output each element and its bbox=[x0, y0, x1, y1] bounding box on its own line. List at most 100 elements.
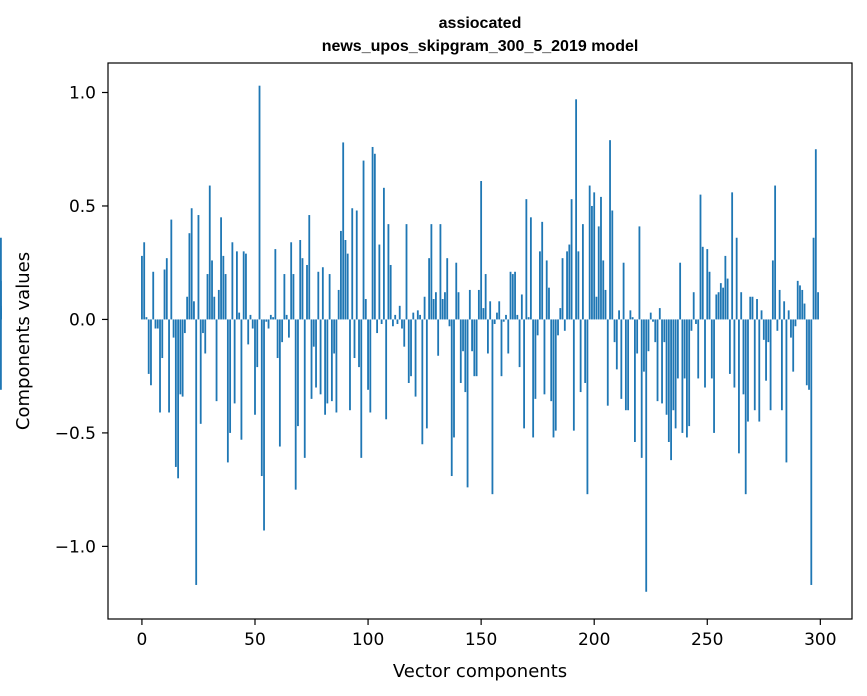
bar-92 bbox=[349, 319, 351, 411]
x-tick-label-300: 300 bbox=[804, 630, 836, 650]
bar-27 bbox=[202, 319, 204, 334]
bar-266 bbox=[742, 319, 745, 395]
bar-72 bbox=[303, 319, 306, 458]
bar-136 bbox=[448, 319, 451, 327]
bar-96 bbox=[358, 319, 360, 368]
bar-178 bbox=[543, 319, 546, 395]
bar-147 bbox=[473, 319, 476, 377]
bar-8 bbox=[159, 319, 161, 413]
bar-159 bbox=[500, 319, 503, 377]
bar-21 bbox=[188, 233, 191, 320]
bar-84 bbox=[330, 319, 333, 402]
bar-293 bbox=[803, 303, 806, 320]
y-tick-label-0: −1.0 bbox=[55, 537, 96, 557]
bar-133 bbox=[441, 299, 444, 320]
bar-243 bbox=[690, 319, 693, 331]
bar-285 bbox=[785, 319, 788, 463]
bar-253 bbox=[713, 319, 715, 433]
bar-122 bbox=[416, 310, 419, 320]
y-tick-label-4: 1.0 bbox=[69, 84, 96, 104]
bar-78 bbox=[317, 271, 320, 320]
bar-101 bbox=[369, 319, 372, 413]
bar-42 bbox=[236, 251, 238, 320]
bar-1 bbox=[143, 242, 146, 320]
bar-74 bbox=[308, 215, 311, 320]
bar-276 bbox=[765, 319, 767, 381]
bar-51 bbox=[256, 319, 259, 368]
bar-20 bbox=[186, 296, 189, 320]
bar-222 bbox=[643, 319, 645, 372]
bar-241 bbox=[686, 319, 688, 438]
bar-99 bbox=[364, 299, 367, 320]
bar-235 bbox=[672, 319, 675, 411]
bar-268 bbox=[747, 319, 749, 422]
bar-185 bbox=[559, 308, 562, 320]
bar-215 bbox=[627, 319, 630, 411]
bar-88 bbox=[340, 230, 342, 320]
bar-68 bbox=[294, 319, 297, 490]
bar-278 bbox=[769, 319, 772, 411]
bar-291 bbox=[799, 285, 801, 320]
bar-93 bbox=[351, 208, 354, 320]
bar-144 bbox=[466, 319, 469, 488]
bar-225 bbox=[649, 312, 652, 320]
bar-193 bbox=[577, 251, 580, 320]
bar-224 bbox=[647, 319, 650, 352]
bar-54 bbox=[263, 319, 265, 531]
x-axis: 0 50 100 150 200 250 300 bbox=[137, 619, 837, 650]
y-tick-label-3: 0.5 bbox=[69, 197, 96, 217]
bar-77 bbox=[315, 319, 317, 388]
plot-frame bbox=[107, 62, 853, 620]
bar-85 bbox=[333, 319, 336, 354]
bar-156 bbox=[493, 319, 496, 324]
bar-143 bbox=[464, 319, 467, 393]
bar-127 bbox=[428, 258, 431, 320]
bar-30 bbox=[208, 185, 211, 320]
bar-90 bbox=[344, 240, 347, 320]
bar-271 bbox=[753, 319, 756, 411]
bar-148 bbox=[475, 319, 478, 377]
bar-75 bbox=[310, 319, 313, 399]
bar-205 bbox=[604, 289, 607, 320]
bar-298 bbox=[814, 149, 817, 320]
bar-146 bbox=[471, 319, 473, 352]
bar-296 bbox=[810, 319, 813, 585]
bar-206 bbox=[606, 319, 609, 406]
bar-50 bbox=[254, 319, 256, 415]
bar-112 bbox=[394, 314, 397, 320]
bar-288 bbox=[792, 319, 795, 372]
bar-259 bbox=[726, 278, 729, 320]
bar-269 bbox=[749, 296, 752, 320]
bar-0 bbox=[141, 255, 143, 320]
bar-76 bbox=[312, 319, 315, 347]
bar-69 bbox=[297, 319, 299, 427]
bar-214 bbox=[624, 319, 627, 411]
bar-292 bbox=[801, 289, 804, 320]
bar-102 bbox=[371, 146, 374, 320]
chart-title-line-1: assiocated bbox=[439, 15, 522, 32]
bar-98 bbox=[362, 160, 365, 320]
bar-240 bbox=[683, 319, 686, 379]
bar-118 bbox=[407, 319, 410, 383]
bar-59 bbox=[274, 249, 277, 320]
bar-95 bbox=[355, 210, 358, 320]
bar-153 bbox=[487, 319, 489, 354]
bar-182 bbox=[552, 319, 555, 438]
bar-169 bbox=[523, 319, 525, 429]
bar-194 bbox=[579, 319, 582, 393]
y-axis: −1.0 −0.5 0.0 0.5 1.0 bbox=[55, 84, 108, 557]
bar-130 bbox=[435, 292, 437, 320]
bar-124 bbox=[421, 319, 424, 445]
chart-title-line-2: news_upos_skipgram_300_5_2019 model bbox=[322, 38, 639, 55]
bar-290 bbox=[796, 280, 799, 320]
bar-157 bbox=[496, 312, 498, 320]
bar-287 bbox=[790, 319, 792, 338]
bar-63 bbox=[283, 274, 286, 320]
x-tick-label-150: 150 bbox=[465, 630, 497, 650]
bar-275 bbox=[762, 319, 765, 340]
bar-43 bbox=[238, 312, 241, 320]
bar-25 bbox=[197, 215, 200, 320]
bar-273 bbox=[758, 319, 761, 422]
bar-71 bbox=[301, 258, 304, 320]
